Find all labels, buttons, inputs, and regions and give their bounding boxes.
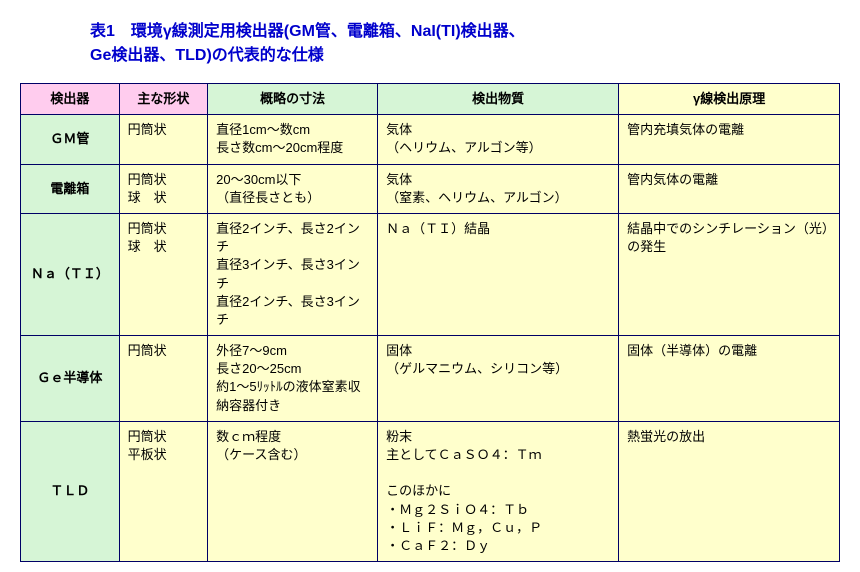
table-row: Ｎａ（ＴＩ） 円筒状 球 状 直径2インチ、長さ2インチ 直径3インチ、長さ3イ… [21,213,840,335]
cell-dimensions: 直径2インチ、長さ2インチ 直径3インチ、長さ3インチ 直径2インチ、長さ3イン… [208,213,378,335]
header-material: 検出物質 [378,84,619,115]
cell-material: 気体 （ヘリウム、アルゴン等） [378,115,619,164]
cell-dimensions: 20～30cm以下 （直径長さとも） [208,164,378,213]
header-principle: γ線検出原理 [619,84,840,115]
cell-shape: 円筒状 平板状 [119,421,208,561]
header-dimensions: 概略の寸法 [208,84,378,115]
cell-detector: Ｎａ（ＴＩ） [21,213,120,335]
cell-detector: 電離箱 [21,164,120,213]
cell-dimensions: 数ｃｍ程度 （ケース含む） [208,421,378,561]
header-shape: 主な形状 [119,84,208,115]
cell-material: 気体 （窒素、ヘリウム、アルゴン） [378,164,619,213]
cell-detector: Ｇｅ半導体 [21,336,120,422]
cell-shape: 円筒状 球 状 [119,164,208,213]
cell-principle: 管内気体の電離 [619,164,840,213]
cell-material: Ｎａ（ＴＩ）結晶 [378,213,619,335]
cell-shape: 円筒状 [119,336,208,422]
cell-detector: ＧＭ管 [21,115,120,164]
title-line-2: Ge検出器、TLD)の代表的な仕様 [90,47,324,64]
table-title: 表1 環境γ線測定用検出器(GM管、電離箱、NaI(TI)検出器、 Ge検出器、… [90,20,850,68]
table-body: ＧＭ管 円筒状 直径1cm～数cm 長さ数cm～20cm程度 気体 （ヘリウム、… [21,115,840,562]
cell-principle: 固体（半導体）の電離 [619,336,840,422]
header-row: 検出器 主な形状 概略の寸法 検出物質 γ線検出原理 [21,84,840,115]
cell-dimensions: 直径1cm～数cm 長さ数cm～20cm程度 [208,115,378,164]
table-row: ＴＬＤ 円筒状 平板状 数ｃｍ程度 （ケース含む） 粉末 主としてＣａＳＯ４：Ｔ… [21,421,840,561]
table-row: ＧＭ管 円筒状 直径1cm～数cm 長さ数cm～20cm程度 気体 （ヘリウム、… [21,115,840,164]
header-detector: 検出器 [21,84,120,115]
cell-principle: 結晶中でのシンチレーション（光）の発生 [619,213,840,335]
cell-shape: 円筒状 [119,115,208,164]
cell-detector: ＴＬＤ [21,421,120,561]
cell-material: 固体 （ゲルマニウム、シリコン等） [378,336,619,422]
table-row: 電離箱 円筒状 球 状 20～30cm以下 （直径長さとも） 気体 （窒素、ヘリ… [21,164,840,213]
cell-principle: 熱蛍光の放出 [619,421,840,561]
cell-dimensions: 外径7～9cm 長さ20～25cm 約1～5ﾘｯﾄﾙの液体窒素収納容器付き [208,336,378,422]
cell-principle: 管内充填気体の電離 [619,115,840,164]
table-row: Ｇｅ半導体 円筒状 外径7～9cm 長さ20～25cm 約1～5ﾘｯﾄﾙの液体窒… [21,336,840,422]
cell-shape: 円筒状 球 状 [119,213,208,335]
title-line-1: 表1 環境γ線測定用検出器(GM管、電離箱、NaI(TI)検出器、 [90,23,525,40]
cell-material: 粉末 主としてＣａＳＯ４：Ｔｍ このほかに ・Ｍｇ２ＳｉＯ４：Ｔｂ ・ＬｉＦ：Ｍ… [378,421,619,561]
detector-table: 検出器 主な形状 概略の寸法 検出物質 γ線検出原理 ＧＭ管 円筒状 直径1cm… [20,83,840,562]
